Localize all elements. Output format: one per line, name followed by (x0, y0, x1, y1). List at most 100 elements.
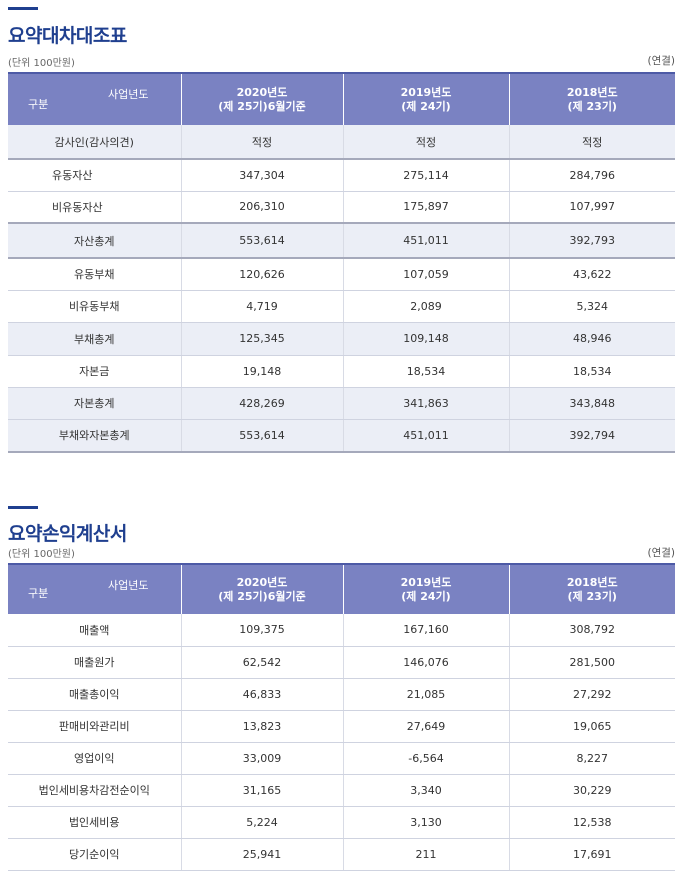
row-label: 비유동자산 (8, 191, 182, 224)
cell-2018: 18,534 (509, 355, 675, 388)
cell-2018: 12,538 (509, 806, 675, 839)
table-row: 매출원가 62,542 146,076 281,500 (8, 646, 675, 679)
cell-2020: 31,165 (181, 774, 344, 807)
cell-2018: 48,946 (509, 322, 675, 356)
cell-2020: 25,941 (181, 838, 344, 871)
cell-2020: 347,304 (181, 159, 344, 192)
cell-2018: 107,997 (509, 191, 675, 224)
cell-2019: 275,114 (343, 159, 510, 192)
cell-2019: 3,130 (343, 806, 510, 839)
cell-2020: 5,224 (181, 806, 344, 839)
cell-2020: 33,009 (181, 742, 344, 775)
table-row: 자본금 19,148 18,534 18,534 (8, 355, 675, 388)
cell-2018: 392,794 (509, 419, 675, 453)
row-label: 감사인(감사의견) (8, 125, 182, 160)
cell-2019: 211 (343, 838, 510, 871)
cell-2020: 4,719 (181, 290, 344, 323)
cell-2019: 적정 (343, 125, 510, 160)
column-header-2019: 2019년도 (제 24기) (343, 563, 510, 614)
corner-category-label: 구분 (28, 587, 49, 600)
cell-2019: -6,564 (343, 742, 510, 775)
cell-2018: 281,500 (509, 646, 675, 679)
header-corner: 사업년도 구분 (8, 72, 182, 125)
table-row: 비유동부채 4,719 2,089 5,324 (8, 290, 675, 323)
row-label: 당기순이익 (8, 838, 182, 871)
row-label: 부채와자본총계 (8, 419, 182, 453)
cell-2018: 19,065 (509, 710, 675, 743)
table-row: 판매비와관리비 13,823 27,649 19,065 (8, 710, 675, 743)
cell-2019: 107,059 (343, 258, 510, 291)
row-label: 유동부채 (8, 258, 182, 291)
income-title: 요약손익계산서 (8, 523, 127, 545)
income-table: 사업년도 구분 2020년도 (제 25기)6월기준 2019년도 (제 24기) … (8, 563, 675, 871)
cell-2020: 13,823 (181, 710, 344, 743)
cell-2019: 167,160 (343, 614, 510, 647)
cell-2018: 43,622 (509, 258, 675, 291)
cell-2020: 125,345 (181, 322, 344, 356)
row-label: 자본총계 (8, 387, 182, 420)
cell-2019: 341,863 (343, 387, 510, 420)
corner-category-label: 구분 (28, 98, 49, 111)
cell-2020: 62,542 (181, 646, 344, 679)
row-label: 유동자산 (8, 159, 182, 192)
corner-year-label: 사업년도 (108, 579, 149, 592)
cell-2018: 5,324 (509, 290, 675, 323)
table-row: 감사인(감사의견) 적정 적정 적정 (8, 125, 675, 160)
row-label: 영업이익 (8, 742, 182, 775)
section-accent-bar (8, 7, 38, 10)
column-header-2020: 2020년도 (제 25기)6월기준 (181, 72, 344, 125)
table-row: 부채총계 125,345 109,148 48,946 (8, 322, 675, 356)
balance-section: 요약대차대조표 (단위 100만원) (연결) 사업년도 구분 2020년도 (제… (8, 0, 675, 460)
balance-table: 사업년도 구분 2020년도 (제 25기)6월기준 2019년도 (제 24기) … (8, 72, 675, 453)
table-row: 유동자산 347,304 275,114 284,796 (8, 159, 675, 192)
header-corner: 사업년도 구분 (8, 563, 182, 614)
cell-2018: 27,292 (509, 678, 675, 711)
column-header-2018: 2018년도 (제 23기) (509, 72, 675, 125)
table-row: 유동부채 120,626 107,059 43,622 (8, 258, 675, 291)
income-section: 요약손익계산서 (단위 100만원) (연결) 사업년도 구분 2020년도 (제… (8, 500, 675, 877)
cell-2020: 46,833 (181, 678, 344, 711)
row-label: 부채총계 (8, 322, 182, 356)
cell-2018: 343,848 (509, 387, 675, 420)
column-header-2020: 2020년도 (제 25기)6월기준 (181, 563, 344, 614)
row-label: 매출총이익 (8, 678, 182, 711)
cell-2020: 206,310 (181, 191, 344, 224)
cell-2020: 109,375 (181, 614, 344, 647)
cell-2019: 21,085 (343, 678, 510, 711)
cell-2019: 3,340 (343, 774, 510, 807)
cell-2018: 17,691 (509, 838, 675, 871)
cell-2019: 146,076 (343, 646, 510, 679)
income-unit: (단위 100만원) (8, 549, 75, 560)
cell-2019: 109,148 (343, 322, 510, 356)
row-label: 자본금 (8, 355, 182, 388)
balance-unit: (단위 100만원) (8, 58, 75, 69)
cell-2019: 451,011 (343, 419, 510, 453)
table-row: 자산총계 553,614 451,011 392,793 (8, 223, 675, 259)
cell-2020: 553,614 (181, 223, 344, 259)
cell-2020: 428,269 (181, 387, 344, 420)
row-label: 법인세비용차감전순이익 (8, 774, 182, 807)
cell-2019: 175,897 (343, 191, 510, 224)
row-label: 자산총계 (8, 223, 182, 259)
table-row: 법인세비용 5,224 3,130 12,538 (8, 806, 675, 839)
cell-2020: 120,626 (181, 258, 344, 291)
row-label: 법인세비용 (8, 806, 182, 839)
table-row: 법인세비용차감전순이익 31,165 3,340 30,229 (8, 774, 675, 807)
row-label: 비유동부채 (8, 290, 182, 323)
income-consolidated: (연결) (647, 547, 675, 559)
cell-2018: 30,229 (509, 774, 675, 807)
cell-2020: 적정 (181, 125, 344, 160)
column-header-2019: 2019년도 (제 24기) (343, 72, 510, 125)
row-label: 판매비와관리비 (8, 710, 182, 743)
table-row: 매출액 109,375 167,160 308,792 (8, 614, 675, 647)
balance-consolidated: (연결) (647, 55, 675, 67)
corner-year-label: 사업년도 (108, 88, 149, 101)
table-row: 부채와자본총계 553,614 451,011 392,794 (8, 419, 675, 453)
cell-2019: 2,089 (343, 290, 510, 323)
balance-title: 요약대차대조표 (8, 25, 127, 47)
table-row: 영업이익 33,009 -6,564 8,227 (8, 742, 675, 775)
cell-2018: 8,227 (509, 742, 675, 775)
cell-2019: 18,534 (343, 355, 510, 388)
table-row: 비유동자산 206,310 175,897 107,997 (8, 191, 675, 224)
cell-2020: 19,148 (181, 355, 344, 388)
